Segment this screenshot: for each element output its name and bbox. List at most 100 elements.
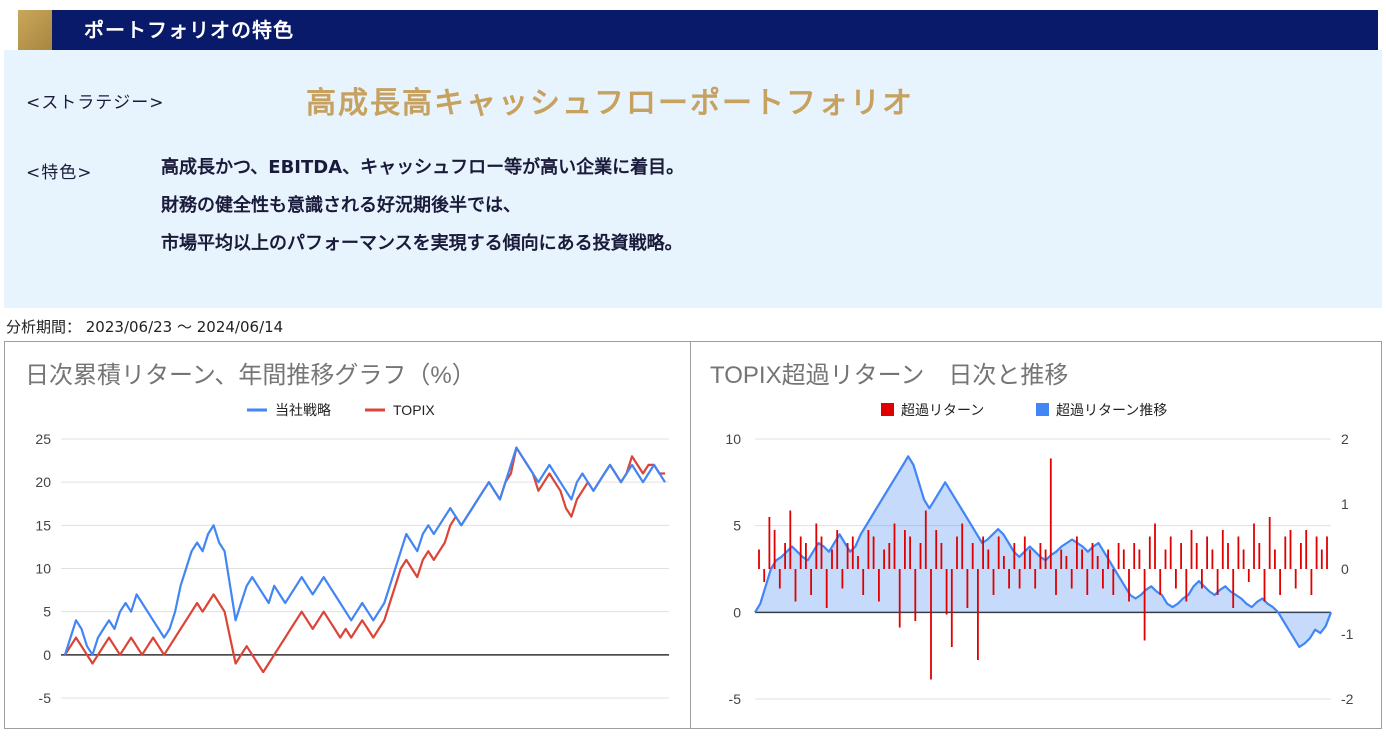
excess-return-bar: [1055, 569, 1057, 595]
excess-return-bar: [1003, 556, 1005, 569]
excess-return-bar: [977, 569, 979, 660]
excess-return-bar: [961, 523, 964, 569]
excess-return-bar: [1013, 543, 1016, 569]
excess-return-bar: [1169, 536, 1172, 569]
excess-return-bar: [1148, 536, 1151, 569]
series-line-topix: [64, 446, 665, 674]
legend-label-excess-trend: 超過リターン推移: [1056, 402, 1167, 418]
excess-return-bar: [1320, 549, 1323, 569]
chart2-y-tick-right: -2: [1341, 691, 1354, 707]
excess-return-bar: [1133, 543, 1136, 569]
legend-label-strategy: 当社戦略: [275, 402, 331, 418]
excess-return-bar: [930, 569, 932, 680]
excess-return-bar: [789, 510, 792, 569]
chart1-y-tick: 15: [35, 517, 51, 533]
excess-return-bar: [810, 569, 812, 595]
excess-return-bar: [799, 536, 802, 569]
excess-return-bar: [914, 569, 917, 621]
chart2-y-tick-left: 5: [733, 518, 741, 534]
excess-return-bar: [1034, 569, 1037, 589]
chart2-y-tick-right: 1: [1341, 496, 1349, 512]
excess-return-bar: [758, 549, 760, 569]
feature-label: <特色>: [26, 163, 93, 183]
excess-return-bar: [1195, 543, 1198, 569]
excess-return-bar: [1221, 530, 1224, 569]
excess-return-bar: [846, 543, 849, 569]
excess-return-bar: [1294, 569, 1297, 589]
excess-return-bar: [1049, 458, 1052, 569]
excess-return-bar: [836, 530, 839, 569]
excess-return-bar: [1242, 549, 1245, 569]
excess-return-bar: [1008, 569, 1010, 589]
excess-return-bar: [982, 536, 984, 569]
excess-return-bar: [1247, 569, 1250, 582]
excess-return-bar: [1268, 517, 1271, 569]
excess-return-bar: [1091, 543, 1094, 569]
excess-return-bar: [971, 543, 974, 569]
excess-return-bar: [924, 510, 927, 569]
excess-return-bar: [1253, 523, 1255, 569]
excess-return-bar: [1315, 536, 1318, 569]
excess-return-bar: [1216, 569, 1219, 595]
excess-return-bar: [940, 543, 943, 569]
excess-return-bar: [867, 530, 870, 569]
legend-swatch-excess: [881, 403, 894, 416]
chart1-y-tick: 20: [35, 474, 51, 490]
excess-return-bar: [841, 569, 844, 589]
excess-return-bar: [1326, 536, 1328, 569]
strategy-name: 高成長高キャッシュフローポートフォリオ: [306, 86, 914, 121]
excess-return-bar: [1128, 569, 1130, 602]
excess-return-bar: [1185, 569, 1188, 602]
chart1-y-tick: -5: [39, 690, 52, 706]
excess-return-bar: [815, 523, 818, 569]
chart2-y-tick-left: 10: [725, 431, 741, 447]
excess-return-bar: [1305, 530, 1308, 569]
chart1-title: 日次累積リターン、年間推移グラフ（%）: [25, 362, 476, 389]
excess-return-bar: [1096, 556, 1099, 569]
excess-return-bar: [1279, 569, 1281, 595]
excess-return-bar: [1117, 543, 1120, 569]
strategy-label: <ストラテジー>: [26, 93, 165, 113]
excess-return-bar: [956, 536, 958, 569]
excess-return-bar: [805, 543, 807, 569]
chart2-y-tick-right: -1: [1341, 626, 1354, 642]
section-header: ポートフォリオの特色: [18, 10, 1378, 50]
excess-return-bar: [1274, 549, 1276, 569]
excess-return-bar: [878, 569, 880, 602]
excess-return-bar: [1310, 569, 1313, 595]
excess-return-bar: [1258, 543, 1261, 569]
excess-return-bar: [784, 543, 786, 569]
excess-return-bar: [997, 536, 1000, 569]
legend-label-topix: TOPIX: [393, 402, 435, 418]
excess-return-bar: [773, 530, 776, 569]
excess-return-bar: [857, 556, 859, 569]
excess-return-bar: [1164, 549, 1167, 569]
excess-return-bar: [1289, 530, 1292, 569]
excess-return-bar: [778, 569, 781, 589]
feature-description: 高成長かつ、EBITDA、キャッシュフロー等が高い企業に着目。 財務の健全性も意…: [161, 154, 684, 268]
cumulative-return-chart: 日次累積リターン、年間推移グラフ（%） 当社戦略 TOPIX 25 20 15 10 5…: [25, 362, 669, 706]
chart1-y-tick: 0: [43, 647, 51, 663]
feature-line-3: 市場平均以上のパフォーマンスを実現する傾向にある投資戦略。: [161, 233, 683, 254]
analysis-period: 分析期間： 2023/06/23 ～ 2024/06/14: [6, 318, 284, 336]
header-accent: [18, 10, 52, 50]
legend-label-excess: 超過リターン: [901, 402, 984, 418]
excess-return-bar: [1159, 569, 1162, 595]
excess-return-bar: [1154, 523, 1156, 569]
excess-return-bar: [1211, 549, 1214, 569]
excess-return-bar: [1300, 543, 1302, 569]
excess-return-bar: [987, 549, 990, 569]
excess-return-bar: [966, 569, 969, 608]
feature-line-2: 財務の健全性も意識される好況期後半では、: [161, 195, 521, 216]
excess-return-bar: [1107, 549, 1109, 569]
excess-return-bar: [1190, 530, 1193, 569]
excess-return-bar: [763, 569, 766, 582]
excess-return-bar: [1227, 543, 1229, 569]
excess-return-bar: [888, 543, 891, 569]
excess-return-bar: [831, 549, 833, 569]
chart2-y-tick-right: 2: [1341, 431, 1349, 447]
excess-trend-line: [754, 455, 1333, 649]
feature-line-1: 高成長かつ、EBITDA、キャッシュフロー等が高い企業に着目。: [161, 157, 685, 178]
excess-return-bar: [1284, 536, 1287, 569]
excess-return-bar: [919, 543, 922, 569]
